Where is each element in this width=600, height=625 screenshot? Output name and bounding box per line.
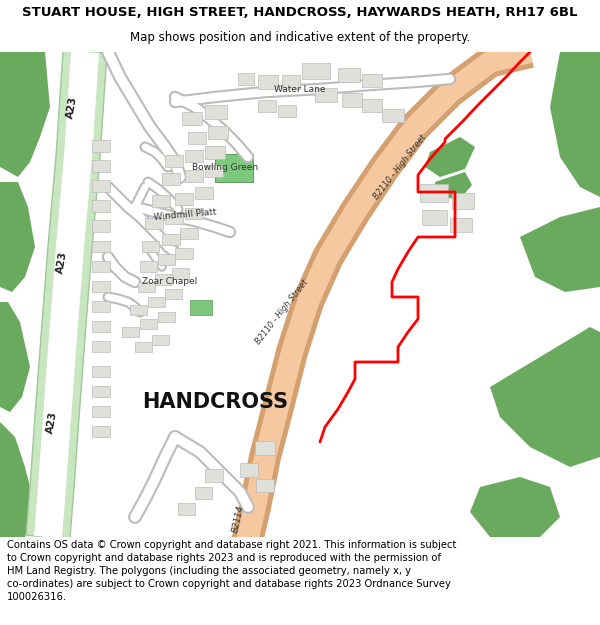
Bar: [185, 170, 203, 182]
Polygon shape: [26, 51, 107, 539]
Bar: [278, 105, 296, 117]
Bar: [258, 75, 278, 89]
Bar: [195, 187, 213, 199]
Bar: [238, 73, 254, 85]
Bar: [205, 146, 225, 159]
Bar: [92, 180, 110, 192]
Bar: [205, 105, 227, 119]
Text: HANDCROSS: HANDCROSS: [142, 392, 288, 412]
Bar: [215, 154, 253, 182]
Text: Map shows position and indicative extent of the property.: Map shows position and indicative extent…: [130, 31, 470, 44]
Bar: [130, 305, 147, 315]
Bar: [142, 241, 159, 252]
Text: A23: A23: [65, 95, 79, 119]
Bar: [282, 75, 300, 89]
Bar: [158, 254, 175, 265]
Text: Contains OS data © Crown copyright and database right 2021. This information is : Contains OS data © Crown copyright and d…: [7, 539, 457, 602]
Bar: [362, 99, 382, 112]
Bar: [450, 218, 472, 232]
Bar: [92, 366, 110, 377]
Bar: [422, 210, 447, 225]
Bar: [155, 274, 172, 285]
Bar: [165, 155, 183, 167]
Bar: [190, 300, 212, 315]
Bar: [92, 160, 110, 172]
Bar: [302, 63, 330, 79]
Bar: [92, 406, 110, 417]
Bar: [258, 100, 276, 112]
Bar: [175, 193, 193, 205]
Bar: [162, 234, 180, 245]
Bar: [145, 218, 163, 229]
Bar: [92, 220, 110, 232]
Bar: [92, 241, 110, 252]
Bar: [138, 282, 155, 292]
Polygon shape: [237, 41, 533, 539]
Bar: [140, 319, 157, 329]
Bar: [122, 327, 139, 337]
Bar: [420, 184, 448, 202]
Bar: [165, 213, 183, 224]
Bar: [92, 301, 110, 312]
Text: B2110 - High Street: B2110 - High Street: [372, 133, 428, 201]
Bar: [188, 132, 206, 144]
Bar: [135, 342, 152, 352]
Text: A23: A23: [55, 250, 69, 274]
Bar: [208, 126, 228, 139]
Bar: [256, 479, 274, 492]
Bar: [92, 281, 110, 292]
Text: Windmill Platt: Windmill Platt: [153, 208, 217, 222]
Text: Water Lane: Water Lane: [274, 84, 326, 94]
Text: Zoar Chapel: Zoar Chapel: [142, 278, 197, 286]
Bar: [342, 93, 362, 107]
Bar: [362, 74, 382, 87]
Bar: [162, 173, 180, 185]
Bar: [92, 140, 110, 152]
Bar: [152, 335, 169, 345]
Bar: [382, 109, 404, 122]
Bar: [140, 261, 157, 272]
Bar: [180, 228, 198, 239]
Bar: [255, 441, 275, 455]
Bar: [195, 487, 212, 499]
Bar: [315, 88, 337, 102]
Text: B2114: B2114: [231, 504, 245, 534]
Text: B2110 - High Street: B2110 - High Street: [254, 278, 310, 346]
Bar: [92, 200, 110, 212]
Text: Bowling Green: Bowling Green: [192, 162, 258, 171]
Bar: [182, 112, 202, 125]
Bar: [148, 297, 165, 307]
Polygon shape: [34, 51, 99, 538]
Bar: [158, 312, 175, 322]
Bar: [92, 261, 110, 272]
Bar: [92, 426, 110, 437]
Bar: [175, 248, 193, 259]
Bar: [205, 165, 223, 177]
Bar: [185, 208, 203, 219]
Bar: [152, 195, 170, 207]
Bar: [165, 289, 182, 299]
Text: STUART HOUSE, HIGH STREET, HANDCROSS, HAYWARDS HEATH, RH17 6BL: STUART HOUSE, HIGH STREET, HANDCROSS, HA…: [22, 6, 578, 19]
Text: A23: A23: [45, 410, 59, 434]
Bar: [92, 341, 110, 352]
Bar: [240, 463, 258, 477]
Bar: [92, 321, 110, 332]
Bar: [452, 193, 474, 209]
Bar: [338, 68, 360, 82]
Bar: [92, 386, 110, 397]
Polygon shape: [232, 36, 534, 541]
Bar: [205, 469, 223, 482]
Bar: [185, 150, 203, 162]
Bar: [172, 268, 189, 279]
Bar: [178, 503, 195, 515]
